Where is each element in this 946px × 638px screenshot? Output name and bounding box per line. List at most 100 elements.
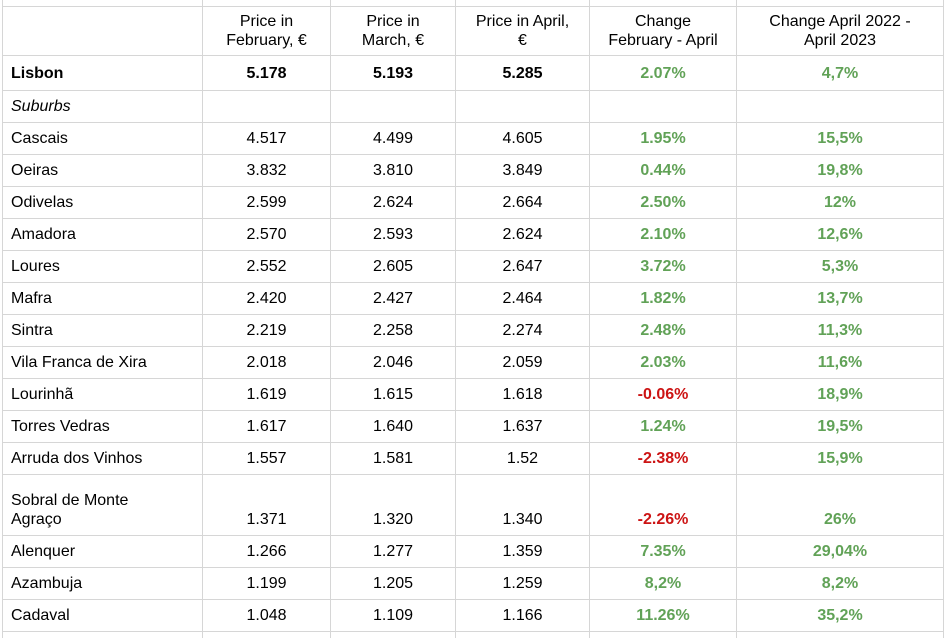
change-yoy: 11,6% — [737, 347, 944, 379]
price-march: 1.615 — [331, 379, 456, 411]
price-april: 1.166 — [456, 600, 590, 632]
price-february: 2.570 — [203, 219, 331, 251]
table-row-suburbs-label: Suburbs — [2, 91, 944, 123]
price-april — [456, 91, 590, 123]
header-line: March, € — [361, 32, 425, 49]
table-row-sintra: Sintra 2.219 2.258 2.274 2.48% 11,3% — [2, 315, 944, 347]
price-february: 1.557 — [203, 443, 331, 475]
municipality-name: Loures — [2, 251, 203, 283]
price-march: 4.499 — [331, 123, 456, 155]
price-february: 1.048 — [203, 600, 331, 632]
price-april: 1.340 — [456, 475, 590, 536]
municipality-name: Cascais — [2, 123, 203, 155]
price-april: 5.285 — [456, 56, 590, 91]
change-feb-apr: 11.26% — [590, 600, 737, 632]
municipality-name: Lisbon — [2, 56, 203, 91]
header-line: Change April 2022 - — [769, 13, 911, 30]
change-feb-apr: 2.10% — [590, 219, 737, 251]
header-line: February, € — [226, 32, 307, 49]
header-line: € — [518, 32, 527, 49]
header-row: Price in February, € Price in March, € P… — [2, 7, 944, 56]
top-gridline-spacer — [2, 0, 944, 7]
municipality-name: Vila Franca de Xira — [2, 347, 203, 379]
price-april: 3.849 — [456, 155, 590, 187]
table-row-lourinha: Lourinhã 1.619 1.615 1.618 -0.06% 18,9% — [2, 379, 944, 411]
price-april: 1.618 — [456, 379, 590, 411]
municipality-name-text: Sobral de Monte Agraço — [11, 492, 129, 528]
change-feb-apr: 2.48% — [590, 315, 737, 347]
price-march: 1.581 — [331, 443, 456, 475]
price-march: 3.810 — [331, 155, 456, 187]
table-row-torres-vedras: Torres Vedras 1.617 1.640 1.637 1.24% 19… — [2, 411, 944, 443]
price-march: 1.640 — [331, 411, 456, 443]
price-february: 5.178 — [203, 56, 331, 91]
municipality-name: Lourinhã — [2, 379, 203, 411]
price-february: 1.371 — [203, 475, 331, 536]
price-april: 1.259 — [456, 568, 590, 600]
municipality-name: Alenquer — [2, 536, 203, 568]
change-yoy: 19,5% — [737, 411, 944, 443]
municipality-name: Sintra — [2, 315, 203, 347]
change-yoy: 18,9% — [737, 379, 944, 411]
change-feb-apr: 2.03% — [590, 347, 737, 379]
change-yoy: 12% — [737, 187, 944, 219]
header-line: Price in April, — [475, 13, 570, 30]
change-feb-apr: 1.95% — [590, 123, 737, 155]
change-feb-apr: 2.50% — [590, 187, 737, 219]
change-yoy: 11,3% — [737, 315, 944, 347]
table-row-lisbon: Lisbon 5.178 5.193 5.285 2.07% 4,7% — [2, 56, 944, 91]
price-april: 4.605 — [456, 123, 590, 155]
change-feb-apr: 7.35% — [590, 536, 737, 568]
change-yoy: 13,7% — [737, 283, 944, 315]
price-march: 2.593 — [331, 219, 456, 251]
change-yoy: 12,6% — [737, 219, 944, 251]
column-header-price-march: Price in March, € — [331, 7, 456, 56]
price-march: 1.277 — [331, 536, 456, 568]
change-feb-apr: 8,2% — [590, 568, 737, 600]
column-header-change-yoy: Change April 2022 - April 2023 — [737, 7, 944, 56]
table-row-azambuja: Azambuja 1.199 1.205 1.259 8,2% 8,2% — [2, 568, 944, 600]
price-april: 1.359 — [456, 536, 590, 568]
price-february: 2.552 — [203, 251, 331, 283]
municipality-name: Odivelas — [2, 187, 203, 219]
column-header-price-april: Price in April, € — [456, 7, 590, 56]
municipality-name: Torres Vedras — [2, 411, 203, 443]
change-feb-apr: -2.26% — [590, 475, 737, 536]
table-row-amadora: Amadora 2.570 2.593 2.624 2.10% 12,6% — [2, 219, 944, 251]
column-header-name — [2, 7, 203, 56]
price-february: 3.832 — [203, 155, 331, 187]
column-header-change-feb-apr: Change February - April — [590, 7, 737, 56]
table-row-odivelas: Odivelas 2.599 2.624 2.664 2.50% 12% — [2, 187, 944, 219]
municipality-name: Amadora — [2, 219, 203, 251]
header-line: Change — [634, 13, 692, 30]
price-march — [331, 91, 456, 123]
price-april: 2.624 — [456, 219, 590, 251]
price-february: 1.619 — [203, 379, 331, 411]
municipality-name: Cadaval — [2, 600, 203, 632]
table-row-cascais: Cascais 4.517 4.499 4.605 1.95% 15,5% — [2, 123, 944, 155]
column-header-price-february: Price in February, € — [203, 7, 331, 56]
change-yoy: 15,9% — [737, 443, 944, 475]
price-february: 2.219 — [203, 315, 331, 347]
price-april: 2.464 — [456, 283, 590, 315]
price-march: 1.109 — [331, 600, 456, 632]
header-line: February - April — [608, 32, 718, 49]
price-february: 4.517 — [203, 123, 331, 155]
change-feb-apr: -2.38% — [590, 443, 737, 475]
price-march: 1.205 — [331, 568, 456, 600]
table-row-vila-franca-de-xira: Vila Franca de Xira 2.018 2.046 2.059 2.… — [2, 347, 944, 379]
table-row-cadaval: Cadaval 1.048 1.109 1.166 11.26% 35,2% — [2, 600, 944, 632]
table-row-alenquer: Alenquer 1.266 1.277 1.359 7.35% 29,04% — [2, 536, 944, 568]
price-april: 2.664 — [456, 187, 590, 219]
table-row-loures: Loures 2.552 2.605 2.647 3.72% 5,3% — [2, 251, 944, 283]
price-march: 2.258 — [331, 315, 456, 347]
price-april: 2.647 — [456, 251, 590, 283]
change-yoy — [737, 91, 944, 123]
change-yoy: 5,3% — [737, 251, 944, 283]
change-yoy: 35,2% — [737, 600, 944, 632]
price-april: 2.059 — [456, 347, 590, 379]
table-row-oeiras: Oeiras 3.832 3.810 3.849 0.44% 19,8% — [2, 155, 944, 187]
price-march: 2.605 — [331, 251, 456, 283]
table-row-sobral-de-monte-agraco: Sobral de Monte Agraço 1.371 1.320 1.340… — [2, 475, 944, 536]
